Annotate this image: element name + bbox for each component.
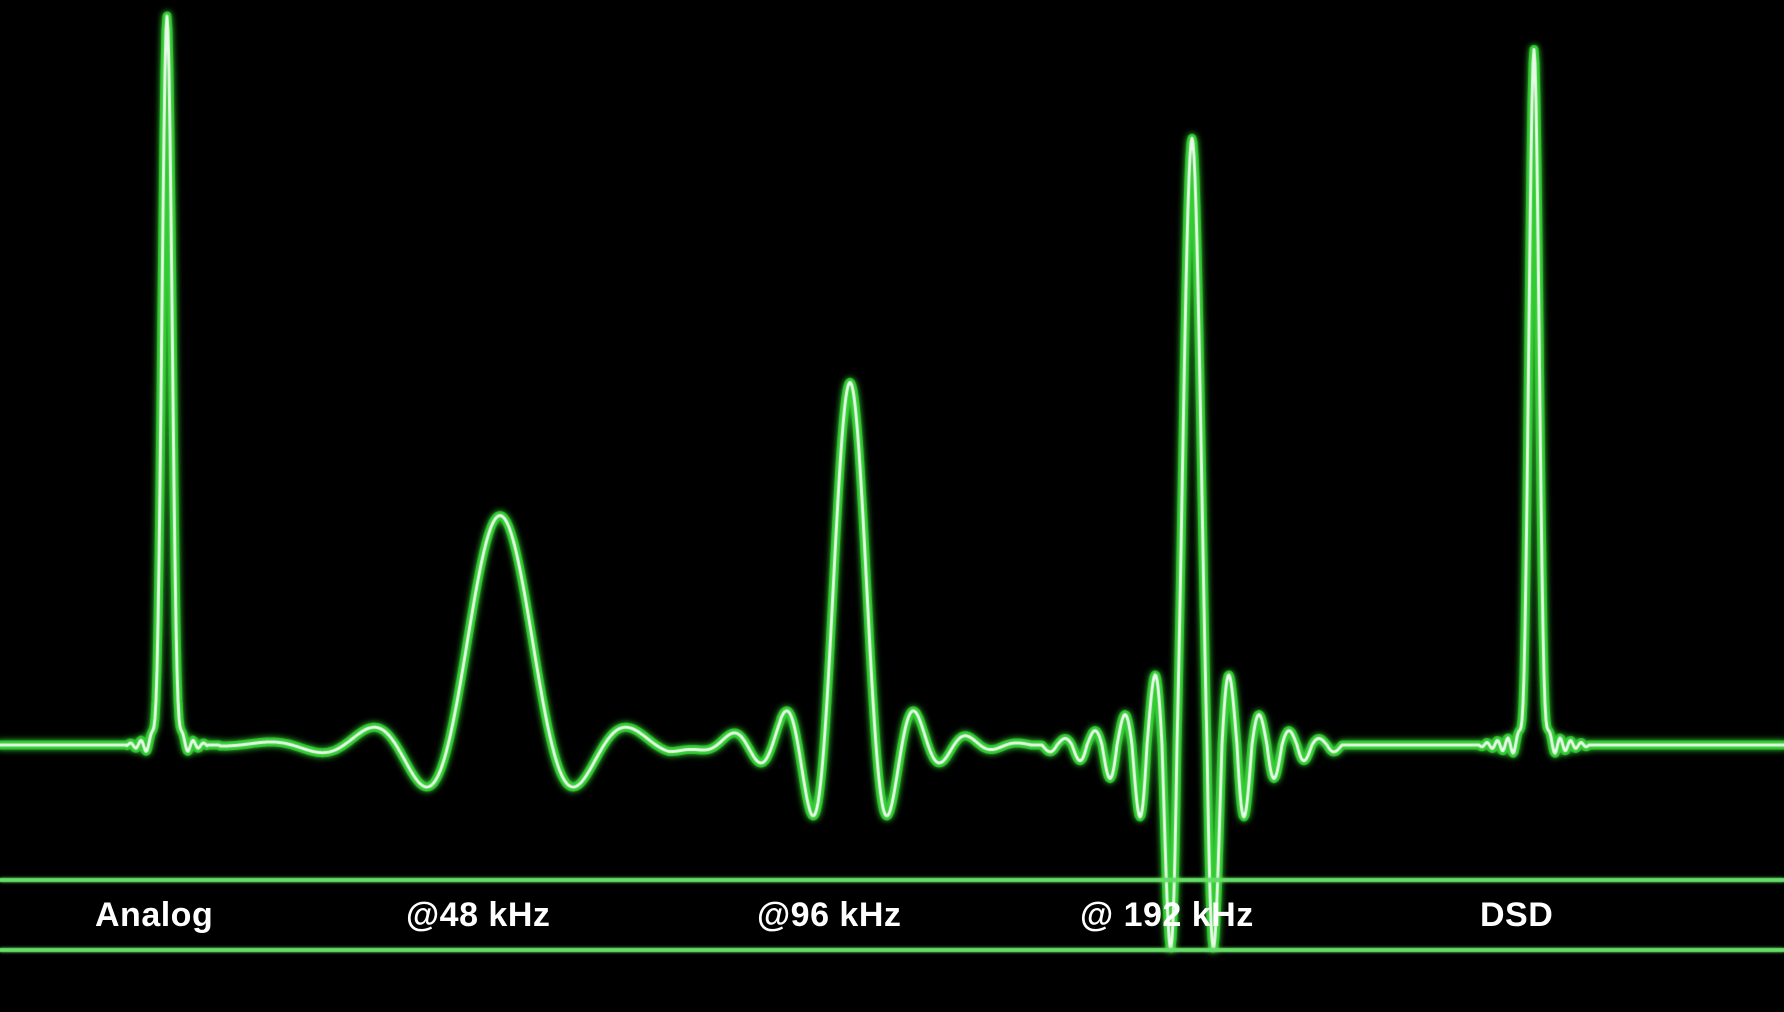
- label-analog: Analog: [95, 896, 213, 935]
- label-48khz: @48 kHz: [406, 896, 550, 935]
- label-192khz: @ 192 kHz: [1080, 896, 1254, 935]
- label-96khz: @96 kHz: [757, 896, 901, 935]
- label-dsd: DSD: [1480, 896, 1553, 935]
- impulse-response-chart: [0, 0, 1784, 1012]
- label-bar: Analog @48 kHz @96 kHz @ 192 kHz DSD: [0, 896, 1784, 950]
